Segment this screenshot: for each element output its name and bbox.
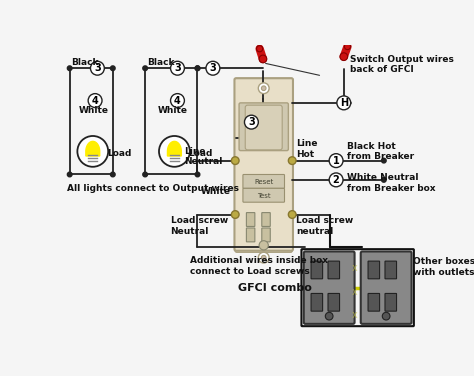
Text: Load: Load xyxy=(188,149,213,158)
Circle shape xyxy=(345,44,351,50)
Circle shape xyxy=(258,83,269,94)
Text: 3: 3 xyxy=(94,63,101,73)
Circle shape xyxy=(259,55,267,63)
Text: White Neutral
from Breaker box: White Neutral from Breaker box xyxy=(347,173,436,193)
FancyBboxPatch shape xyxy=(361,252,411,324)
FancyBboxPatch shape xyxy=(304,252,355,324)
Polygon shape xyxy=(86,141,100,156)
Text: 4: 4 xyxy=(91,96,99,106)
Circle shape xyxy=(256,45,263,52)
Circle shape xyxy=(206,61,220,75)
FancyBboxPatch shape xyxy=(239,103,288,151)
Circle shape xyxy=(231,211,239,218)
Text: Load screw
neutral: Load screw neutral xyxy=(296,216,353,236)
Text: Line
Neutral: Line Neutral xyxy=(183,147,222,167)
Text: 3: 3 xyxy=(210,63,216,73)
Circle shape xyxy=(88,94,102,108)
Text: 4: 4 xyxy=(174,96,181,106)
Text: 3: 3 xyxy=(248,117,255,127)
Circle shape xyxy=(245,115,258,129)
Circle shape xyxy=(383,312,390,320)
Circle shape xyxy=(195,66,200,71)
Polygon shape xyxy=(167,141,182,156)
Circle shape xyxy=(110,66,115,71)
Text: Additional wires inside box
connect to Load screws: Additional wires inside box connect to L… xyxy=(190,256,328,276)
Circle shape xyxy=(231,157,239,164)
Text: 1: 1 xyxy=(333,156,339,165)
Text: Load: Load xyxy=(107,149,131,158)
FancyBboxPatch shape xyxy=(246,228,255,242)
Text: Black: Black xyxy=(146,58,174,67)
Text: 2: 2 xyxy=(333,175,339,185)
Text: GFCI combo: GFCI combo xyxy=(237,283,311,293)
Text: Black Hot
from Breaker: Black Hot from Breaker xyxy=(347,142,414,161)
FancyBboxPatch shape xyxy=(235,78,293,251)
Circle shape xyxy=(288,211,296,218)
Circle shape xyxy=(195,66,200,71)
Circle shape xyxy=(143,66,147,71)
FancyBboxPatch shape xyxy=(385,293,397,311)
Circle shape xyxy=(329,173,343,187)
Text: Line
Hot: Line Hot xyxy=(296,139,318,159)
FancyBboxPatch shape xyxy=(311,261,323,279)
Circle shape xyxy=(67,66,72,71)
Text: H: H xyxy=(340,98,348,108)
Circle shape xyxy=(77,136,108,167)
Circle shape xyxy=(258,252,269,263)
Circle shape xyxy=(337,96,351,110)
Text: All lights connect to Output wires: All lights connect to Output wires xyxy=(66,184,238,193)
Circle shape xyxy=(171,61,184,75)
Circle shape xyxy=(382,158,386,163)
Text: Other boxes
with outlets: Other boxes with outlets xyxy=(413,257,474,277)
Text: Reset: Reset xyxy=(254,179,273,185)
Circle shape xyxy=(382,177,386,182)
FancyBboxPatch shape xyxy=(235,78,292,98)
Circle shape xyxy=(329,154,343,168)
Circle shape xyxy=(67,172,72,177)
FancyBboxPatch shape xyxy=(262,212,270,226)
FancyBboxPatch shape xyxy=(328,293,339,311)
FancyBboxPatch shape xyxy=(245,105,282,150)
Circle shape xyxy=(91,61,104,75)
Circle shape xyxy=(110,172,115,177)
Circle shape xyxy=(143,172,147,177)
Circle shape xyxy=(259,241,268,250)
FancyBboxPatch shape xyxy=(368,293,380,311)
FancyBboxPatch shape xyxy=(385,261,397,279)
FancyBboxPatch shape xyxy=(243,174,284,188)
FancyBboxPatch shape xyxy=(368,261,380,279)
Text: 3: 3 xyxy=(174,63,181,73)
Text: Load screw
Neutral: Load screw Neutral xyxy=(171,216,228,236)
FancyBboxPatch shape xyxy=(243,188,284,202)
Circle shape xyxy=(261,255,266,260)
FancyBboxPatch shape xyxy=(328,261,339,279)
FancyBboxPatch shape xyxy=(235,232,292,252)
Text: White: White xyxy=(201,187,230,196)
Text: Test: Test xyxy=(257,193,271,199)
Circle shape xyxy=(288,157,296,164)
Circle shape xyxy=(261,86,266,91)
Text: x: x xyxy=(352,287,357,297)
FancyBboxPatch shape xyxy=(262,228,270,242)
FancyBboxPatch shape xyxy=(246,212,255,226)
Text: x: x xyxy=(352,309,357,320)
Text: White: White xyxy=(158,106,188,115)
Circle shape xyxy=(171,94,184,108)
Circle shape xyxy=(195,172,200,177)
Circle shape xyxy=(325,312,333,320)
Text: Switch Output wires
back of GFCI: Switch Output wires back of GFCI xyxy=(350,55,454,74)
Text: Black: Black xyxy=(71,58,99,67)
FancyBboxPatch shape xyxy=(311,293,323,311)
Circle shape xyxy=(159,136,190,167)
Text: x: x xyxy=(352,264,357,273)
Text: White: White xyxy=(79,106,109,115)
Circle shape xyxy=(340,53,347,61)
